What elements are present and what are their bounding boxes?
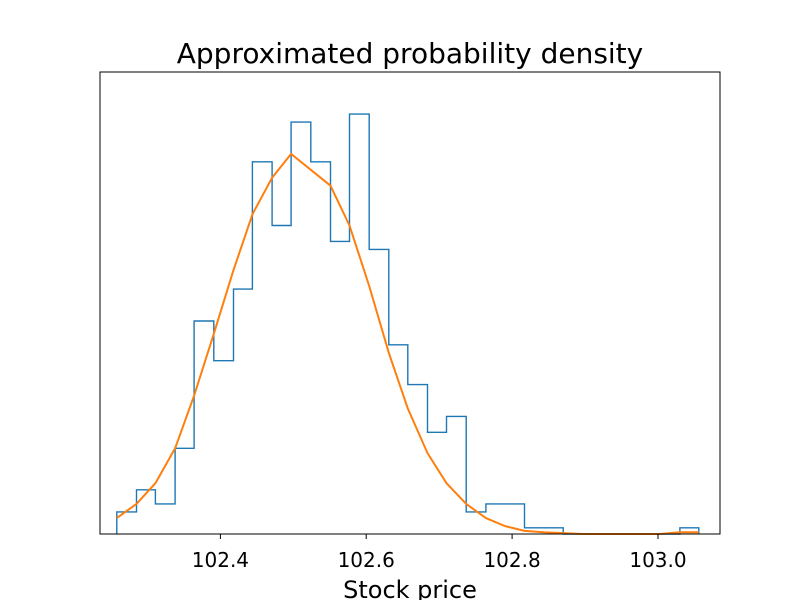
x-axis-label: Stock price [343,576,477,600]
x-tick-label: 102.6 [338,548,395,572]
x-tick-label: 102.4 [192,548,249,572]
x-axis-ticks: 102.4 102.6 102.8 103.0 [192,534,687,572]
plot-area [99,71,721,535]
x-tick-label: 103.0 [629,548,686,572]
axes-background [100,72,720,534]
axes-frame [99,71,721,535]
chart-title: Approximated probability density [177,37,643,70]
x-tick-label: 102.8 [483,548,540,572]
